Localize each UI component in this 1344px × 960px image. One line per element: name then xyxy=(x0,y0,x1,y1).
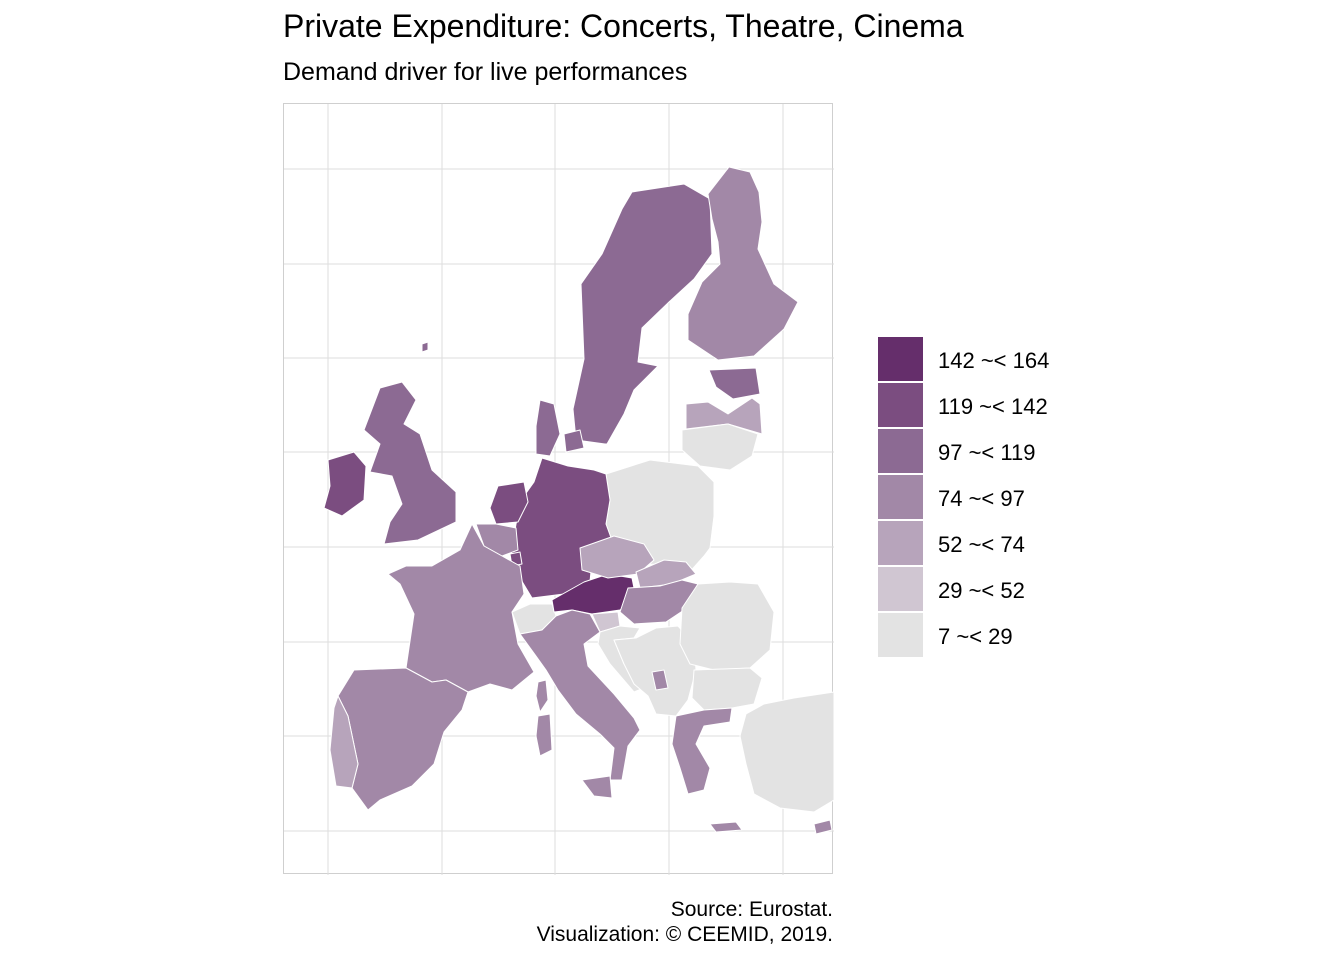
region-sardinia xyxy=(535,713,553,757)
region-crete xyxy=(709,821,743,833)
legend-swatch xyxy=(878,475,923,519)
region-italy xyxy=(519,609,641,781)
legend-item: 74 ~< 97 xyxy=(878,475,1098,519)
legend-item: 29 ~< 52 xyxy=(878,567,1098,611)
map-subtitle: Demand driver for live performances xyxy=(283,58,688,86)
region-portugal xyxy=(329,695,359,789)
region-romania xyxy=(679,581,775,671)
caption-visualization: Visualization: © CEEMID, 2019. xyxy=(536,923,833,946)
legend-swatch xyxy=(878,567,923,611)
map-panel xyxy=(283,103,834,875)
legend-label: 29 ~< 52 xyxy=(938,578,1025,603)
map-caption: Source: Eurostat. Visualization: © CEEMI… xyxy=(537,897,833,947)
region-ireland xyxy=(323,451,367,517)
region-cyprus xyxy=(813,819,833,835)
region-corsica xyxy=(535,679,549,713)
legend-label: 52 ~< 74 xyxy=(938,532,1025,557)
region-lithuania xyxy=(681,423,759,471)
region-uk xyxy=(363,381,457,545)
region-denmark-islands xyxy=(563,429,585,453)
legend-swatch xyxy=(878,613,923,657)
region-sweden xyxy=(572,183,713,445)
legend-item: 142 ~< 164 xyxy=(878,337,1098,381)
legend-swatch xyxy=(878,383,923,427)
legend-label: 97 ~< 119 xyxy=(938,440,1036,465)
region-denmark xyxy=(535,399,561,457)
region-uk-islands xyxy=(421,341,429,353)
legend-swatch xyxy=(878,429,923,473)
legend-item: 52 ~< 74 xyxy=(878,521,1098,565)
map-title: Private Expenditure: Concerts, Theatre, … xyxy=(283,8,964,44)
legend-swatch xyxy=(878,521,923,565)
legend-item: 7 ~< 29 xyxy=(878,613,1098,657)
legend-label: 7 ~< 29 xyxy=(938,624,1013,649)
caption-source: Source: Eurostat. xyxy=(670,898,833,921)
region-bulgaria xyxy=(691,667,763,711)
legend-swatch xyxy=(878,337,923,381)
region-finland xyxy=(687,166,799,361)
region-estonia xyxy=(708,367,761,400)
region-greece xyxy=(671,707,733,795)
region-netherlands xyxy=(489,481,529,525)
legend-label: 142 ~< 164 xyxy=(938,348,1050,373)
region-sicily xyxy=(581,775,613,799)
legend-item: 119 ~< 142 xyxy=(878,383,1098,427)
legend-label: 119 ~< 142 xyxy=(938,394,1048,419)
region-montenegro xyxy=(651,669,669,691)
region-czechia xyxy=(579,535,655,579)
legend-label: 74 ~< 97 xyxy=(938,486,1025,511)
europe-map xyxy=(284,104,834,875)
legend-item: 97 ~< 119 xyxy=(878,429,1098,473)
region-turkey xyxy=(739,691,834,813)
region-spain xyxy=(337,667,469,811)
